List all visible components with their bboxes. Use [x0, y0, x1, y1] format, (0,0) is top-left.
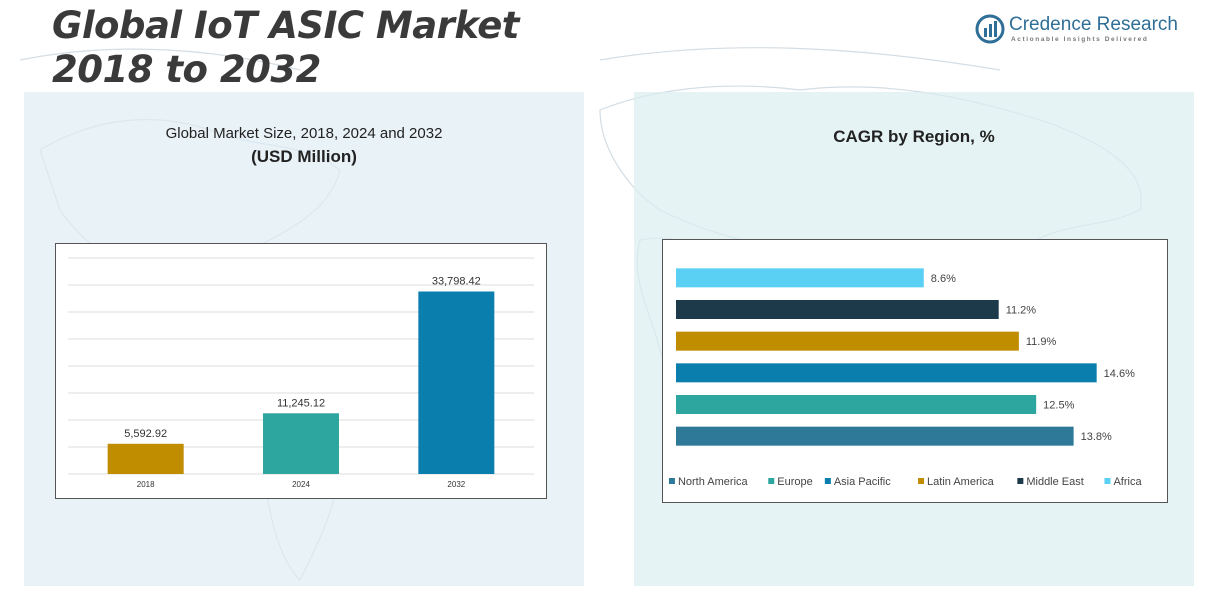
- legend-label: Africa: [1113, 476, 1142, 488]
- bar-chart-logo-icon: [975, 14, 1005, 44]
- bar-2032: [418, 291, 495, 474]
- bar-value-label: 8.6%: [931, 273, 956, 285]
- market-size-subtitle: Global Market Size, 2018, 2024 and 2032: [165, 125, 443, 142]
- bar-middle-east: [676, 300, 999, 319]
- cagr-title: CAGR by Region, %: [833, 127, 995, 146]
- x-tick-label: 2018: [137, 480, 155, 489]
- legend-swatch: [668, 478, 675, 484]
- cagr-chart-frame: 8.6% 11.2% 11.9% 14.6% 12.5% 13.8% North Ameri…: [662, 239, 1168, 503]
- brand-name: Credence Research: [1009, 14, 1178, 35]
- bar-2024: [263, 413, 339, 474]
- legend-label: Asia Pacific: [834, 476, 891, 488]
- x-tick-label: 2032: [447, 480, 465, 489]
- bar-value-label: 11.2%: [1006, 305, 1037, 317]
- legend-swatch: [918, 478, 925, 484]
- bar-africa: [676, 268, 924, 288]
- market-size-chart-frame: 5,592.92 2018 11,245.12 2024 33,798.42 2032: [55, 243, 547, 499]
- legend-swatch: [768, 478, 775, 484]
- cagr-horizontal-bar-chart: 8.6% 11.2% 11.9% 14.6% 12.5% 13.8% North Ameri…: [668, 268, 1142, 488]
- market-size-unit: (USD Million): [251, 147, 357, 166]
- bar-value-label: 33,798.42: [432, 275, 481, 287]
- legend-swatch: [1017, 478, 1024, 484]
- bar-value-label: 14.6%: [1104, 368, 1135, 380]
- legend-swatch: [824, 478, 831, 484]
- bar-2018: [107, 443, 184, 474]
- page-title-line-2: 2018 to 2032: [52, 48, 321, 91]
- bar-value-label: 11.9%: [1026, 336, 1057, 348]
- legend-label: Europe: [777, 476, 812, 488]
- brand-tagline: Actionable Insights Delivered: [1011, 36, 1149, 43]
- bar-north-america: [676, 426, 1074, 446]
- bar-europe: [676, 395, 1037, 414]
- bar-value-label: 11,245.12: [277, 397, 325, 409]
- bar-value-label: 5,592.92: [124, 428, 167, 440]
- legend-label: North America: [678, 476, 749, 488]
- legend-label: Middle East: [1026, 476, 1083, 488]
- brand-logo: Credence Research Actionable Insights De…: [975, 14, 1178, 48]
- market-size-bar-chart: 5,592.92 2018 11,245.12 2024 33,798.42 2032: [68, 257, 534, 489]
- bar-latin-america: [676, 331, 1019, 351]
- bar-value-label: 12.5%: [1043, 400, 1074, 412]
- bar-value-label: 13.8%: [1081, 431, 1112, 443]
- x-tick-label: 2024: [292, 480, 310, 489]
- page-title: Global IoT ASIC Market 2018 to 2032: [52, 4, 519, 92]
- legend-label: Latin America: [927, 476, 995, 488]
- legend-swatch: [1104, 478, 1111, 484]
- page-title-line-1: Global IoT ASIC Market: [52, 4, 519, 47]
- bar-asia-pacific: [676, 363, 1097, 383]
